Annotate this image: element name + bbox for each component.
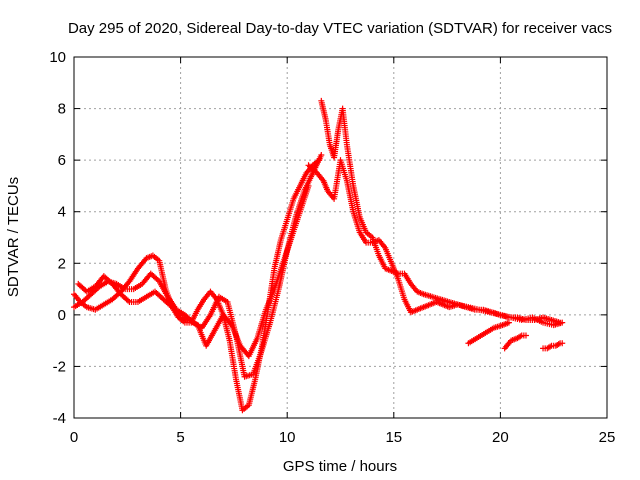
data-marker — [75, 182, 312, 360]
y-tick-label: -2 — [53, 358, 66, 375]
x-tick-label: 20 — [492, 429, 509, 446]
y-tick-label: 6 — [58, 152, 66, 169]
data-marker — [540, 340, 566, 352]
y-axis-label: SDTVAR / TECUs — [5, 177, 22, 297]
y-tick-label: 2 — [58, 255, 66, 272]
data-marker — [501, 332, 529, 352]
y-tick-label: 10 — [49, 49, 66, 66]
data-marker — [318, 97, 564, 326]
data-marker — [465, 319, 512, 347]
y-tick-label: 8 — [58, 101, 66, 118]
series-satellite-track-H — [540, 340, 566, 352]
x-axis-ticks: 0 5 10 15 20 25 — [70, 57, 616, 446]
x-tick-label: 0 — [70, 429, 78, 446]
x-tick-label: 5 — [176, 429, 184, 446]
x-tick-label: 10 — [279, 429, 296, 446]
y-tick-label: -4 — [53, 410, 66, 427]
x-axis-label: GPS time / hours — [283, 458, 397, 475]
series-satellite-track-C — [75, 182, 312, 360]
y-tick-label: 4 — [58, 204, 66, 221]
y-axis-ticks: -4 -2 0 2 4 6 8 10 — [49, 49, 607, 427]
series-satellite-track-E — [318, 97, 564, 326]
data-points — [71, 97, 566, 414]
series-satellite-track-G — [501, 332, 529, 352]
x-tick-label: 25 — [599, 429, 616, 446]
chart-title: Day 295 of 2020, Sidereal Day-to-day VTE… — [68, 20, 612, 37]
y-tick-label: 0 — [58, 307, 66, 324]
x-tick-label: 15 — [385, 429, 402, 446]
plot-frame — [73, 56, 608, 419]
series-satellite-track-F — [465, 319, 512, 347]
